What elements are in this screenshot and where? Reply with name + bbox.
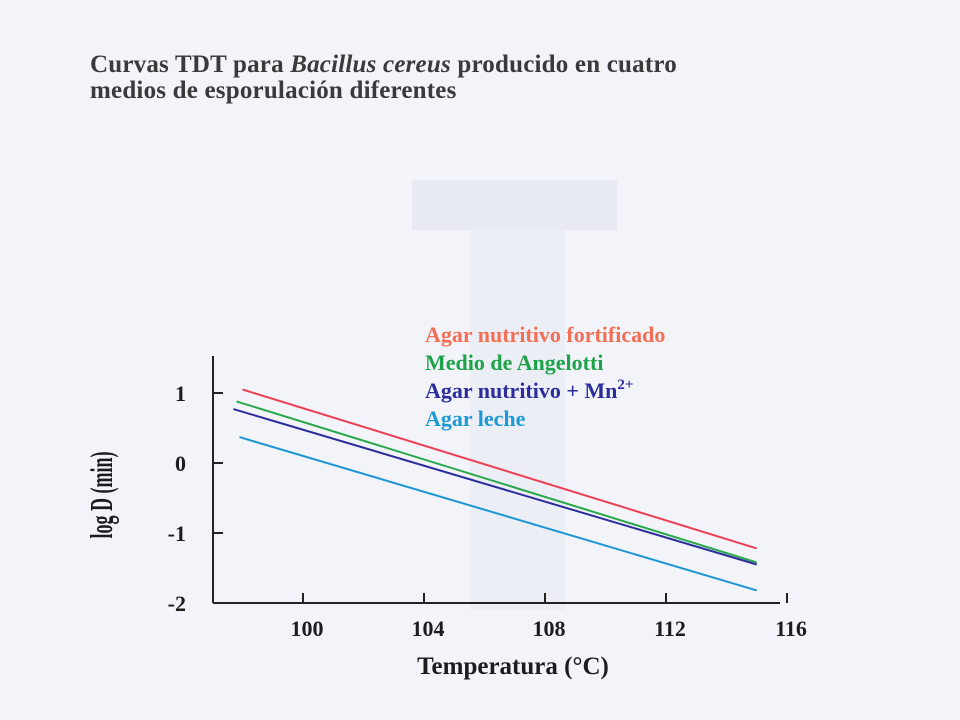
chart-title: Curvas TDT para Bacillus cereus producid… (90, 52, 910, 104)
x-tick-label: 108 (533, 616, 566, 641)
series-lines (233, 388, 758, 592)
x-tick-label: 100 (291, 616, 324, 641)
title-species: Bacillus cereus (290, 51, 451, 78)
legend: Agar nutritivo fortificado Medio de Angel… (425, 322, 665, 431)
y-tick-label: 1 (175, 381, 186, 406)
legend-label: Agar nutritivo fortificado (425, 322, 665, 347)
y-tick-label: -1 (168, 521, 186, 546)
title-line1-end: producido en cuatro (450, 51, 677, 78)
legend-entry-1: Agar nutritivo fortificado (425, 322, 665, 347)
axes: 100 104 108 112 116 1 0 -1 -2 Temperatura (°C) log… (84, 356, 807, 680)
x-tick-label: 104 (412, 616, 445, 641)
series-line-3 (233, 408, 758, 566)
legend-superscript: 2+ (617, 377, 633, 393)
series-line-2 (236, 400, 758, 564)
legend-entry-3: Agar nutritivo + Mn2+ (425, 377, 633, 403)
title-line1-start: Curvas TDT para (90, 51, 291, 78)
title-line2: medios de esporulación diferentes (90, 77, 457, 104)
legend-label: Agar leche (425, 406, 526, 431)
legend-entry-4: Agar leche (425, 406, 526, 431)
background-panel (412, 180, 617, 230)
y-axis-label: log D (min) (84, 452, 120, 539)
series-line-1 (242, 388, 758, 550)
x-tick-label: 116 (775, 616, 807, 641)
series-line-4 (239, 436, 758, 592)
background-column (470, 230, 565, 610)
legend-label: Medio de Angelotti (425, 350, 603, 375)
y-tick-label: -2 (168, 591, 186, 616)
legend-entry-2: Medio de Angelotti (425, 350, 603, 375)
x-axis-label: Temperatura (°C) (417, 653, 609, 680)
x-tick-label: 112 (654, 616, 686, 641)
y-tick-label: 0 (175, 451, 186, 476)
legend-label: Agar nutritivo + Mn (425, 378, 617, 403)
